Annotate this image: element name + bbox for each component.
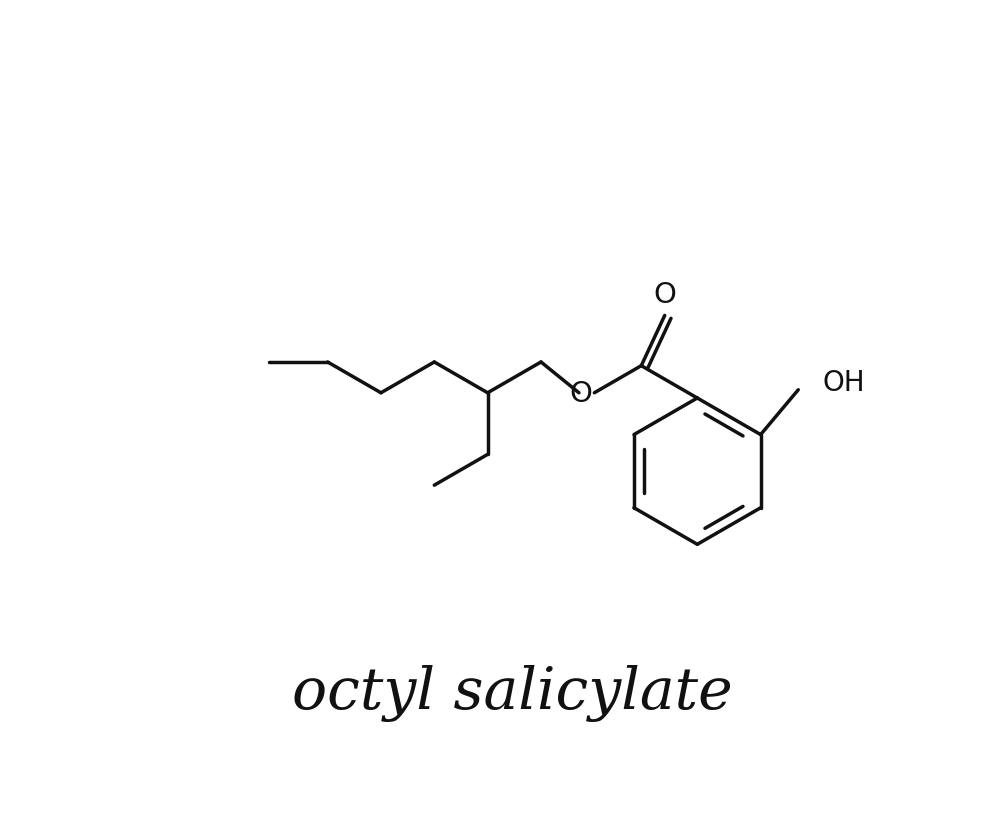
Text: OH: OH	[823, 368, 866, 397]
Text: O: O	[570, 379, 593, 407]
Text: O: O	[653, 281, 676, 309]
Text: octyl salicylate: octyl salicylate	[292, 664, 733, 721]
